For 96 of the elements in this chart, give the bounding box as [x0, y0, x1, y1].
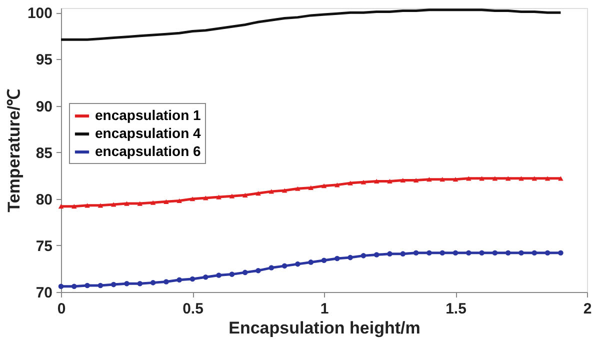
point — [229, 272, 235, 277]
point — [98, 282, 104, 288]
point — [58, 284, 64, 290]
point — [268, 265, 274, 270]
point — [190, 276, 196, 282]
point — [532, 250, 538, 256]
x-tick-label: 2 — [583, 300, 592, 318]
point — [295, 261, 300, 267]
y-tick-label: 95 — [36, 52, 52, 69]
point — [426, 177, 432, 182]
point — [229, 194, 235, 198]
point — [256, 268, 261, 274]
point — [400, 178, 406, 183]
point — [242, 270, 248, 276]
x-tick-label: 0 — [57, 300, 66, 318]
point — [413, 178, 419, 183]
point — [440, 250, 445, 256]
x-tick-label: 0.5 — [182, 300, 204, 318]
point — [374, 252, 380, 258]
y-tick-label: 70 — [36, 284, 52, 302]
point — [282, 188, 288, 193]
point — [348, 254, 353, 260]
point — [203, 196, 208, 200]
point — [466, 176, 472, 181]
point — [137, 201, 143, 206]
legend-label: encapsulation 6 — [95, 143, 202, 159]
point — [84, 203, 90, 208]
point — [164, 199, 169, 204]
point — [124, 201, 130, 206]
y-tick-label: 75 — [36, 238, 52, 255]
point — [110, 282, 116, 288]
legend-label: encapsulation 4 — [95, 125, 202, 141]
line-series — [60, 8, 562, 41]
point — [374, 178, 380, 184]
point — [58, 204, 64, 209]
point — [558, 250, 564, 256]
point — [98, 203, 104, 208]
point — [426, 250, 432, 256]
y-tick-label: 100 — [27, 5, 52, 22]
point — [544, 176, 550, 181]
point — [203, 274, 208, 280]
point — [479, 250, 484, 256]
point — [321, 258, 327, 263]
point — [268, 189, 274, 194]
point — [216, 194, 222, 200]
point — [492, 250, 498, 256]
point — [190, 196, 196, 202]
point — [150, 200, 156, 205]
point — [295, 186, 300, 191]
point — [242, 192, 248, 198]
point — [505, 250, 511, 256]
point — [84, 282, 90, 288]
point — [216, 272, 222, 278]
point — [308, 185, 314, 190]
y-axis-title: Temperature/℃ — [4, 88, 24, 212]
point — [282, 263, 288, 269]
point — [137, 280, 143, 286]
point — [452, 250, 458, 256]
point — [72, 284, 77, 290]
point — [413, 250, 419, 256]
point — [518, 250, 524, 256]
point — [334, 182, 340, 188]
x-tick-label: 1 — [320, 300, 329, 318]
point — [334, 256, 340, 262]
point — [176, 198, 182, 204]
point — [387, 178, 392, 184]
point — [518, 176, 524, 181]
point — [256, 191, 261, 196]
point — [532, 176, 538, 181]
point — [164, 279, 169, 284]
x-tick-label: 1.5 — [446, 300, 466, 318]
y-tick-label: 90 — [36, 98, 52, 116]
point — [387, 251, 392, 256]
point — [466, 250, 472, 256]
point — [348, 180, 353, 186]
point — [72, 204, 77, 209]
point — [124, 280, 130, 286]
point — [544, 250, 550, 256]
point — [321, 184, 327, 188]
point — [360, 253, 366, 258]
point — [479, 176, 484, 181]
y-tick-label: 85 — [36, 144, 52, 162]
point — [400, 251, 406, 256]
point — [110, 202, 116, 207]
point — [452, 177, 458, 182]
point — [308, 260, 314, 265]
point — [150, 280, 156, 286]
point — [360, 180, 366, 184]
point — [558, 176, 564, 181]
point — [492, 176, 498, 181]
point — [505, 176, 511, 181]
legend-label: encapsulation 1 — [95, 107, 202, 123]
point — [176, 277, 182, 283]
point — [440, 177, 445, 182]
y-tick-label: 80 — [36, 191, 52, 208]
x-axis-title: Encapsulation height/m — [228, 318, 420, 338]
